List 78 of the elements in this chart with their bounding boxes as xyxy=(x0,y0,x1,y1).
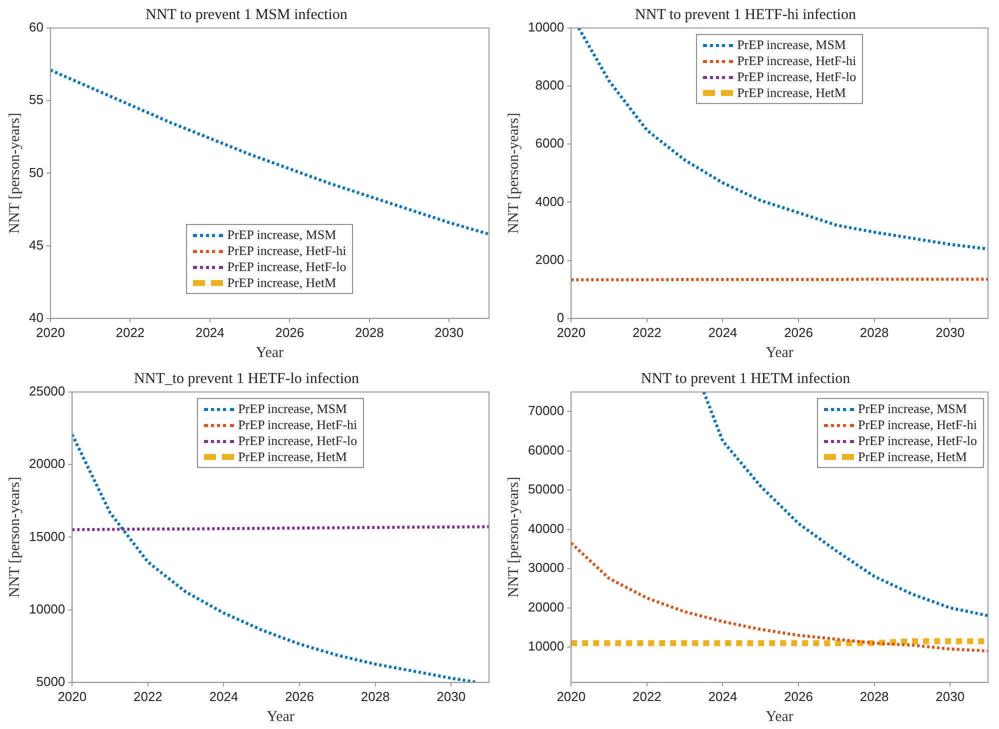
y-tick-label: 4000 xyxy=(535,194,564,209)
chart-title: NNT to prevent 1 HETM infection xyxy=(640,370,851,387)
legend-label: PrEP increase, HetF-hi xyxy=(737,53,856,69)
x-tick-label: 2026 xyxy=(784,324,813,340)
y-tick-label: 8000 xyxy=(535,78,564,93)
legend-label: PrEP increase, MSM xyxy=(737,37,846,53)
legend-label: PrEP increase, HetM xyxy=(737,85,846,101)
chart-title: NNT to prevent 1 MSM infection xyxy=(146,6,348,23)
y-tick-label: 40 xyxy=(28,310,44,325)
legend-label: PrEP increase, HetF-hi xyxy=(227,243,346,260)
y-tick-label: 0 xyxy=(556,310,564,325)
y-tick-label: 70000 xyxy=(528,403,564,418)
x-tick-label: 2024 xyxy=(195,324,224,340)
x-tick-label: 2028 xyxy=(360,688,390,704)
x-tick-label: 2028 xyxy=(860,324,889,340)
y-tick-label: 50000 xyxy=(528,482,564,497)
y-tick-label: 50 xyxy=(28,164,44,180)
x-tick-label: 2020 xyxy=(58,688,87,704)
y-tick-label: 20000 xyxy=(28,456,66,472)
y-axis-title: NNT [person-years] xyxy=(6,112,23,234)
y-tick-label: 45 xyxy=(28,237,44,252)
legend-label: PrEP increase, MSM xyxy=(858,401,967,417)
legend-label: PrEP increase, HetF-hi xyxy=(858,417,978,433)
y-tick-label: 55 xyxy=(28,92,44,108)
legend-label: PrEP increase, HetF-hi xyxy=(238,417,358,433)
y-tick-label: 6000 xyxy=(535,136,564,151)
x-tick-label: 2020 xyxy=(556,324,586,340)
x-axis-title: Year xyxy=(766,344,794,361)
x-tick-label: 2024 xyxy=(708,688,738,704)
line-series xyxy=(577,28,988,250)
y-axis-title: NNT [person-years] xyxy=(506,476,522,598)
x-tick-label: 2024 xyxy=(708,324,738,340)
x-tick-label: 2026 xyxy=(285,688,314,704)
y-tick-label: 10000 xyxy=(528,638,564,654)
y-axis-title: NNT [person-years] xyxy=(6,476,23,598)
x-tick-label: 2026 xyxy=(275,324,304,340)
x-tick-label: 2022 xyxy=(632,688,662,704)
line-series xyxy=(571,542,988,653)
x-axis-title: Year xyxy=(266,708,294,725)
x-tick-label: 2022 xyxy=(133,688,162,704)
legend-label: PrEP increase, HetF-lo xyxy=(858,433,978,449)
y-tick-label: 25000 xyxy=(28,384,66,399)
y-tick-label: 60000 xyxy=(528,442,564,458)
x-axis-title: Year xyxy=(256,344,284,361)
y-tick-label: 10000 xyxy=(528,20,564,35)
legend-label: PrEP increase, HetF-lo xyxy=(227,259,346,276)
legend-label: PrEP increase, HetM xyxy=(858,449,967,465)
x-axis-title: Year xyxy=(766,708,794,725)
x-tick-label: 2030 xyxy=(936,688,965,704)
x-tick-label: 2030 xyxy=(936,324,965,340)
y-tick-label: 40000 xyxy=(528,520,564,536)
legend-label: PrEP increase, HetF-lo xyxy=(737,69,856,85)
x-tick-label: 2028 xyxy=(860,688,889,704)
x-tick-label: 2028 xyxy=(354,324,384,340)
legend-label: PrEP increase, MSM xyxy=(227,227,336,244)
x-tick-label: 2030 xyxy=(436,688,466,704)
y-tick-label: 30000 xyxy=(528,560,564,576)
line-series xyxy=(702,392,988,618)
x-tick-label: 2022 xyxy=(116,324,145,340)
x-tick-label: 2030 xyxy=(434,324,464,340)
y-tick-label: 15000 xyxy=(28,528,66,544)
y-axis-title: NNT [person-years] xyxy=(506,112,522,234)
y-tick-label: 60 xyxy=(28,20,44,35)
y-tick-label: 10000 xyxy=(28,601,66,616)
legend-label: PrEP increase, HetF-lo xyxy=(238,433,358,449)
chart-title: NNT_to prevent 1 HETF-lo infection xyxy=(134,370,360,387)
x-tick-label: 2020 xyxy=(36,324,65,340)
legend-label: PrEP increase, HetM xyxy=(238,449,347,465)
y-tick-label: 2000 xyxy=(535,252,564,267)
y-tick-label: 20000 xyxy=(528,599,564,614)
x-tick-label: 2024 xyxy=(209,688,238,704)
x-tick-label: 2020 xyxy=(556,688,586,704)
legend-label: PrEP increase, HetM xyxy=(227,275,336,292)
y-tick-label: 5000 xyxy=(36,674,66,689)
x-tick-label: 2022 xyxy=(632,324,662,340)
legend-label: PrEP increase, MSM xyxy=(238,401,347,417)
chart-title: NNT to prevent 1 HETF-hi infection xyxy=(635,6,856,23)
x-tick-label: 2026 xyxy=(784,688,813,704)
